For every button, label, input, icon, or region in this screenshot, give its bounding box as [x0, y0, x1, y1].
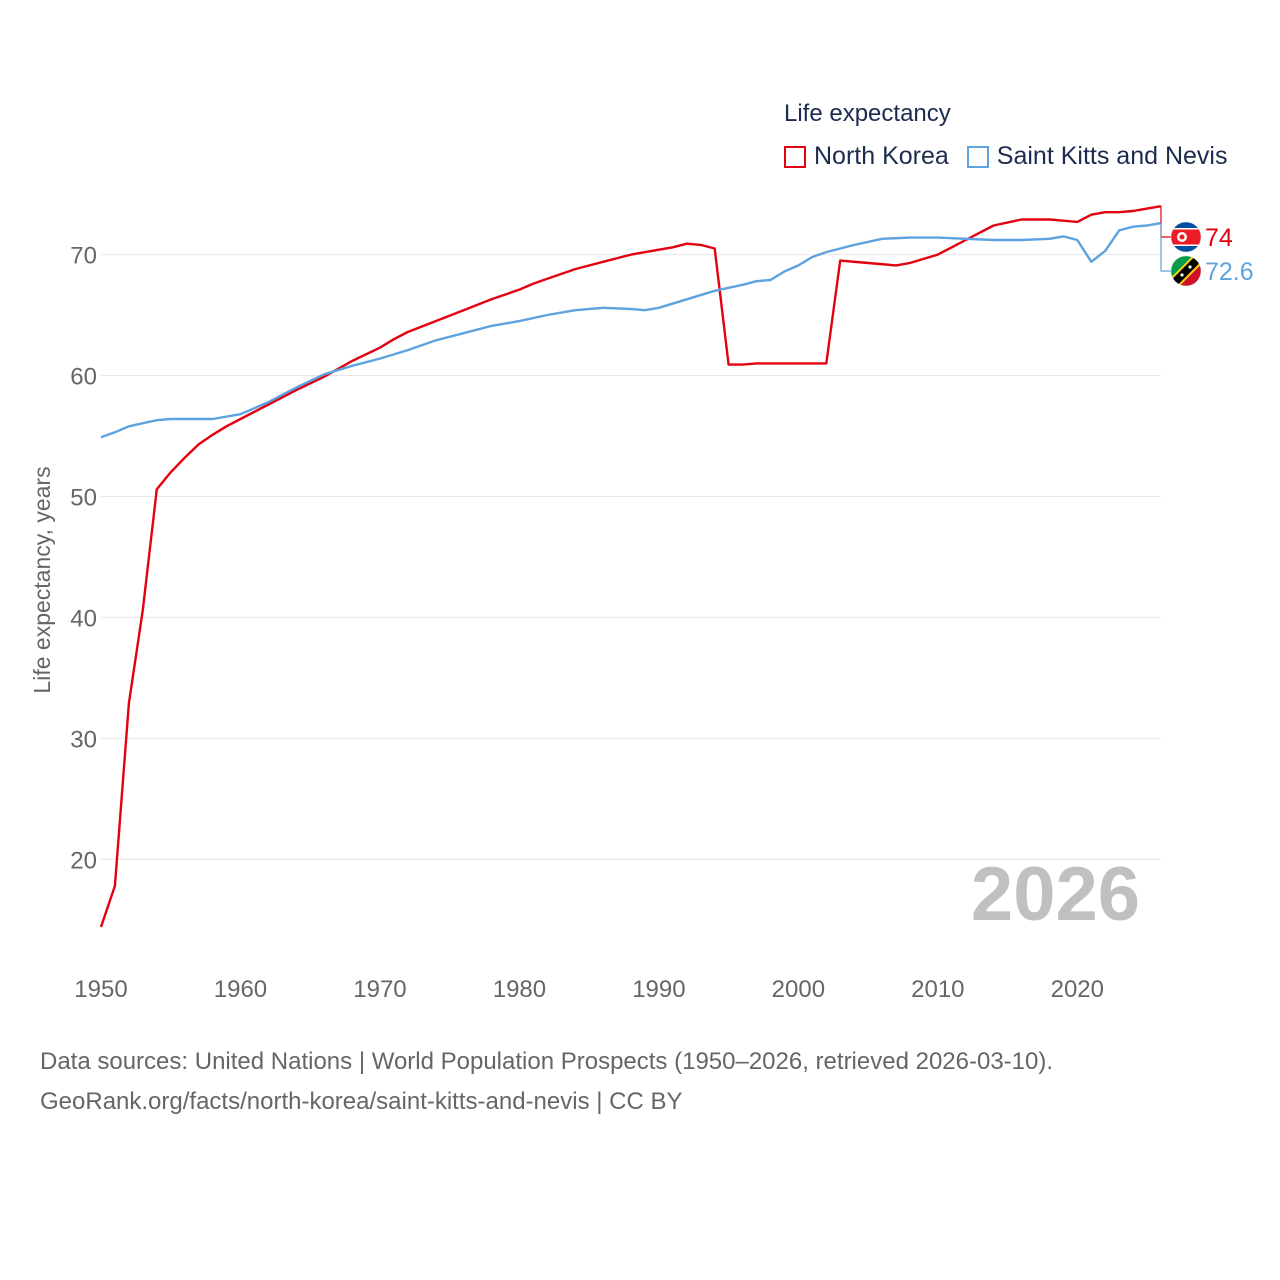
y-axis-label: Life expectancy, years [29, 466, 55, 693]
x-tick-label: 1970 [353, 976, 406, 1003]
north-korea-flag-icon [1170, 221, 1202, 253]
end-label-connector [1160, 206, 1171, 238]
year-watermark: 2026 [971, 852, 1140, 937]
data-source-text: Data sources: United Nations | World Pop… [40, 1048, 1054, 1075]
life-expectancy-chart: 20 30 40 50 60 70 1950 1960 1970 1980 1990 2000 201… [29, 205, 1254, 1003]
footer: Data sources: United Nations | World Pop… [40, 1042, 1053, 1122]
legend-item-north-korea[interactable]: North Korea [784, 142, 949, 171]
legend-title: Life expectancy [784, 100, 951, 127]
end-value-label: 72.6 [1205, 258, 1254, 286]
series-line-north-korea[interactable] [99, 205, 1162, 928]
y-tick-label: 50 [70, 484, 97, 511]
x-tick-label: 1980 [493, 976, 546, 1003]
series-lines [99, 205, 1162, 928]
y-axis-ticks: 20 30 40 50 60 70 [70, 243, 97, 875]
y-tick-label: 40 [70, 605, 97, 632]
end-value-label: 74 [1205, 224, 1233, 252]
x-tick-label: 2010 [911, 976, 964, 1003]
x-tick-label: 1960 [214, 976, 267, 1003]
x-tick-label: 2000 [772, 976, 825, 1003]
legend: North Korea Saint Kitts and Nevis [784, 142, 1245, 171]
legend-label-north-korea: North Korea [814, 142, 949, 170]
legend-label-saint-kitts-and-nevis: Saint Kitts and Nevis [996, 142, 1228, 170]
legend-swatch-saint-kitts-and-nevis [966, 145, 989, 168]
y-tick-label: 30 [70, 726, 97, 753]
y-tick-label: 60 [70, 364, 97, 391]
x-tick-label: 2020 [1051, 976, 1104, 1003]
saint-kitts-and-nevis-flag-icon [1170, 255, 1202, 287]
x-tick-label: 1950 [74, 976, 127, 1003]
x-axis-ticks: 1950 1960 1970 1980 1990 2000 2010 2020 [74, 976, 1104, 1003]
end-label-connector [1160, 223, 1171, 272]
grid-lines [101, 254, 1161, 860]
source-url-text[interactable]: GeoRank.org/facts/north-korea/saint-kitt… [40, 1088, 683, 1115]
y-tick-label: 20 [70, 847, 97, 874]
end-labels: 74 72.6 [1160, 206, 1254, 287]
legend-swatch-north-korea [784, 145, 806, 168]
legend-item-saint-kitts-and-nevis[interactable]: Saint Kitts and Nevis [966, 142, 1228, 171]
series-line-saint-kitts-and-nevis[interactable] [100, 221, 1162, 439]
x-tick-label: 1990 [632, 976, 685, 1003]
y-tick-label: 70 [70, 243, 97, 270]
